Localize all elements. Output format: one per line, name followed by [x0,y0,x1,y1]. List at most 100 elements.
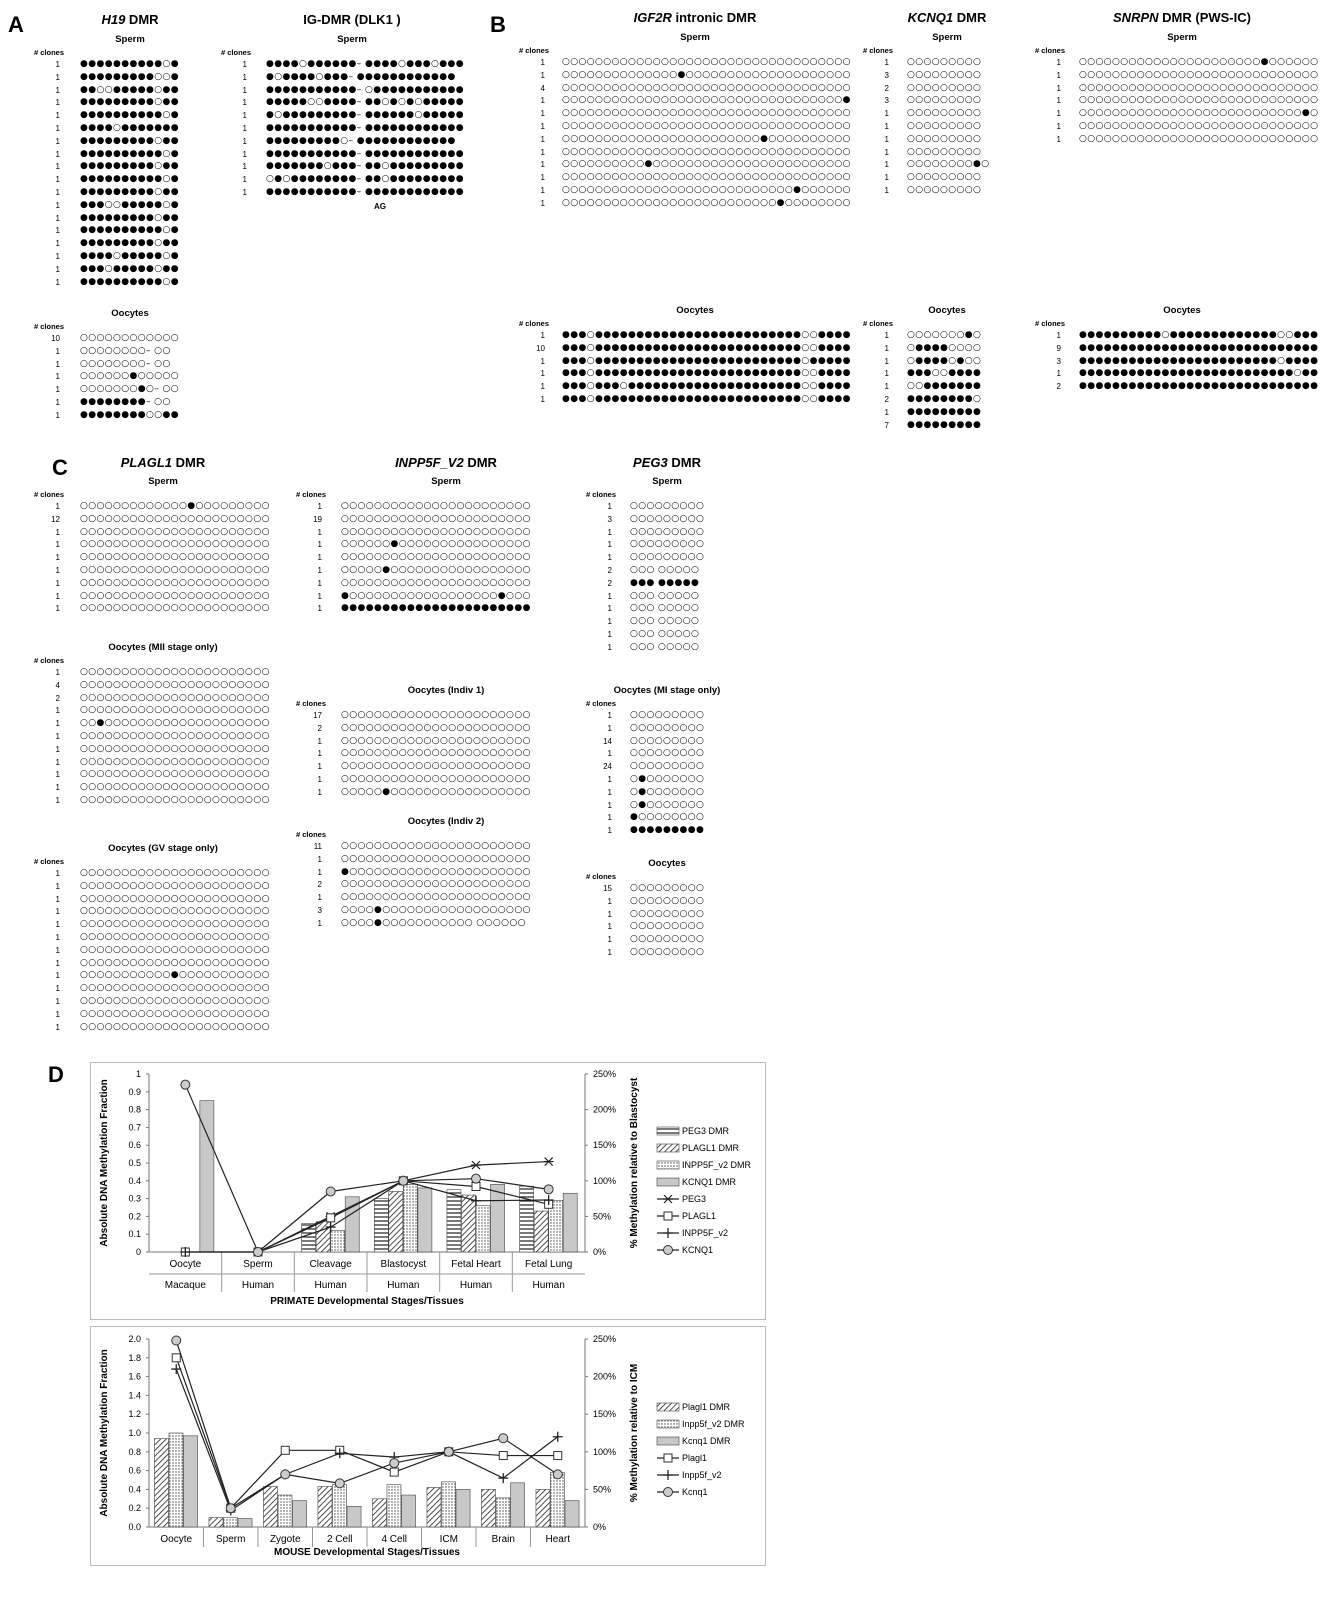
methylation-row: ○●○○○○○○○ [630,799,705,810]
clone-count: 1 [1056,70,1061,80]
clone-count: 1 [1056,96,1061,106]
clone-count: 3 [607,514,612,524]
clone-count: 1 [607,617,612,627]
section-title: Oocytes [928,305,966,316]
section-title: Oocytes (MII stage only) [108,642,218,653]
section-title: Oocytes (GV stage only) [108,843,218,854]
clone-count: 17 [313,711,322,720]
bar-inpp5f_v2-dmr [495,1497,511,1528]
panel-label-A: A [8,12,24,37]
category-label: 2 Cell [327,1534,353,1545]
clone-count: 1 [317,867,322,877]
clones-header: # clones [586,490,617,499]
clone-count: 1 [607,642,612,652]
clone-count: 1 [55,346,60,356]
clone-count: 1 [242,111,247,121]
point-inpp5f_v2 [325,1222,336,1233]
methylation-row: ○○○○○○○○○○○○○○○○○○○○○○○ [80,795,270,805]
methylation-row: ○○○○○○○○○○○○○○○○○○○○○○○ [341,513,531,524]
clone-count: 1 [55,578,60,588]
bar-peg3-dmr [519,1185,534,1253]
clone-count: 1 [317,566,322,575]
clone-count: 1 [1056,58,1061,67]
clone-count: 7 [884,420,889,430]
clone-count: 1 [55,894,60,904]
point-kcnq1 [180,1079,191,1090]
y-tick-label: 1.4 [128,1390,141,1400]
clone-count: 1 [607,630,612,639]
legend-label: Inpp5f_v2 [682,1470,722,1480]
clone-count: 1 [55,540,60,550]
clone-count: 4 [540,83,545,93]
legend-label: KCNQ1 [682,1245,713,1255]
clone-count: 1 [884,122,889,131]
methylation-row: ○○○○○●○○○○○○○○○○○○○○○○○ [341,565,531,575]
methylation-row: ○○○○○○○○○ [630,895,705,906]
legend-swatch [656,1126,680,1136]
clone-count: 1 [55,719,60,729]
methylation-row: ○○○○○○○○○○○○○○○○○○○○○○○○○○○○○ [1079,82,1319,93]
clone-count: 1 [55,252,60,261]
clone-count: 1 [884,173,889,183]
clone-count: 1 [1056,331,1061,340]
legend-label: INPP5F_v2 [682,1228,728,1238]
clone-count: 1 [55,757,60,767]
section-title: Oocytes (Indiv 1) [407,685,485,696]
clone-count: 11 [313,842,322,851]
bar-kcnq1-dmr [562,1192,578,1253]
y-tick-label: 1 [136,1069,141,1079]
section-title: Oocytes [648,858,686,869]
point-kcnq1 [171,1335,182,1346]
point-kcnq1 [225,1503,236,1514]
bar-inpp5f_v2-dmr [277,1494,293,1528]
clones-header: # clones [519,46,550,55]
clone-count: 1 [1056,134,1061,144]
clone-count: 1 [242,72,247,82]
clone-count: 1 [242,162,247,172]
clone-count: 1 [55,85,60,95]
bar-inpp5f_v2-dmr [168,1432,184,1528]
chart-svg-0: 0 0.1 0.2 0.3 0.4 0.5 0.6 0.7 0.8 0.9 1 0% 50% 100% 15… [99,1069,752,1307]
methylation-row: ○○○○○○○○○○○○○○○○○○○○○○○○○○○○○○○○○○● [562,95,851,106]
methylation-row: ●●●●●●●●○○●● [80,409,180,420]
clone-count: 1 [55,136,60,146]
methylation-row: ●●●●●●●●● [630,825,705,836]
methylation-row: ○○○○○○○○○○○○○○○○○○○○○○○ [341,761,531,772]
legend-label: PEG3 [682,1194,706,1204]
clone-count: 1 [607,711,612,720]
methylation-row: ○○○○○○○○○○○○○○○○○○○○○○○ [80,590,270,601]
dmr-label: IG-DMR (DLK1 ) [303,12,401,27]
bar-peg3-dmr [373,1198,389,1253]
clone-count: 1 [55,359,60,369]
methylation-row: ○○○ ○○○○○ [630,565,700,575]
clone-count: 3 [1056,356,1061,366]
clone-count: 1 [242,136,247,146]
clone-count: 1 [540,356,545,366]
clones-header: # clones [34,490,65,499]
category-label: Blastocyst [381,1259,427,1270]
clones-header: # clones [863,46,894,55]
methylation-row: ○○○○○○○○○○○○○○○○○○○○○○○ [341,552,531,563]
clone-count: 1 [607,591,612,601]
category-label: Brain [492,1534,515,1545]
clone-count: 1 [317,527,322,537]
methylation-row: ○○○○○●○○○○○○○○○○○○○○○○○ [341,786,531,797]
bar-inpp5f_v2-dmr [330,1230,346,1253]
clone-count: 1 [317,749,322,759]
clone-count: 1 [55,971,60,981]
methylation-row: ○○○○○○○○○○○○○○○○○○○○○○○ [341,879,531,890]
line-plagl1 [175,1357,558,1510]
bar-inpp5f_v2-dmr [223,1517,238,1528]
species-label: Human [315,1280,347,1291]
methylation-row: ●●●○○●●●●●○● [80,199,180,210]
bar-kcnq1-dmr [346,1506,362,1528]
legend-label: Plagl1 DMR [682,1402,731,1412]
methylation-row: ○○○○○○○○○○○○○○○○○○○○○○○○○○○●○ [1079,108,1319,119]
clones-header: # clones [34,857,65,866]
methylation-row: ●●●●●●●●●○●● [80,97,180,108]
bar-inpp5f_v2-dmr [550,1472,565,1528]
clone-count: 1 [607,502,612,511]
y2-tick-label: 50% [593,1484,611,1494]
clone-count: 1 [884,331,889,340]
dmr-label: intronic DMR [671,10,757,25]
